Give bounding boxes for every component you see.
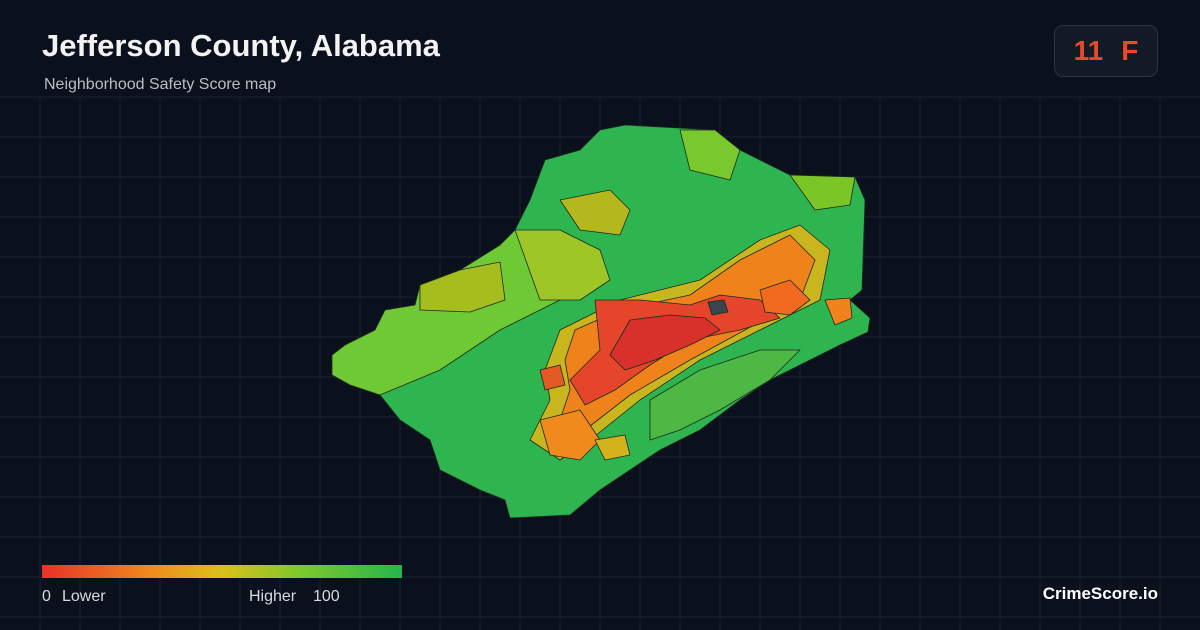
area <box>419 261 506 313</box>
legend-max-label: Higher <box>249 588 297 605</box>
brand: CrimeScore.io <box>1042 584 1158 603</box>
area <box>679 129 741 181</box>
area <box>707 299 729 316</box>
area <box>539 364 566 391</box>
subtitle: Neighborhood Safety Score map <box>44 76 277 93</box>
title: Jefferson County, Alabama <box>42 28 440 63</box>
area <box>824 297 853 326</box>
legend-min: 0 <box>42 588 51 605</box>
area <box>514 229 611 301</box>
legend-max: 100 <box>313 588 340 605</box>
area <box>609 314 721 371</box>
area <box>539 409 601 461</box>
area <box>594 434 631 461</box>
score-badge: 11 F <box>1054 25 1158 77</box>
area <box>569 294 781 406</box>
score-value: 11 <box>1073 35 1104 66</box>
area <box>559 189 631 236</box>
legend-gradient <box>42 565 402 578</box>
legend-min-label: Lower <box>62 588 106 605</box>
area <box>649 349 801 441</box>
area <box>759 279 811 316</box>
score-grade: F <box>1121 35 1139 66</box>
county-map <box>331 124 871 519</box>
area <box>789 174 856 211</box>
